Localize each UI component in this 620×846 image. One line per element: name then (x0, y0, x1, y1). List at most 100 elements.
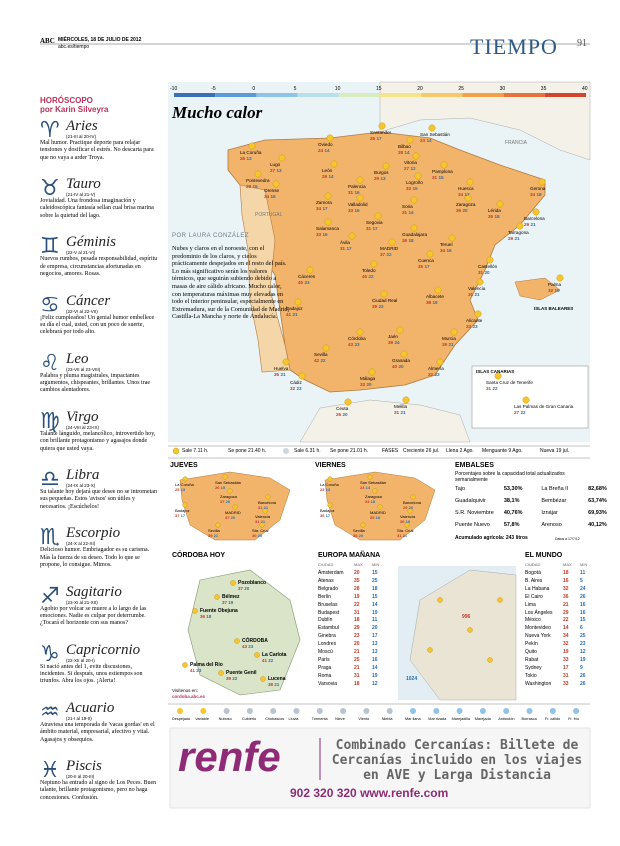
map-france (379, 81, 591, 161)
city-name: Barcelona (258, 500, 277, 505)
min-temp: 21 (213, 533, 219, 538)
max-temp: 40 (362, 274, 368, 279)
min-temp: 17 (376, 136, 382, 141)
table-temp: 15 (372, 570, 378, 576)
table-temp: 31 (563, 672, 569, 679)
sign-name: Géminis (66, 234, 116, 251)
min-temp: 14 (404, 150, 410, 155)
table-temp: 19 (372, 672, 378, 679)
table-temp: 6 (580, 625, 583, 632)
max-temp: 39 (372, 304, 378, 309)
max-temp: 39 (208, 533, 213, 538)
min-temp: 19 (228, 600, 234, 605)
city-name: Gerona (530, 186, 546, 191)
almanac-sunrise: Sale 7.11 h. (182, 448, 209, 454)
weather-icon (227, 488, 233, 494)
min-temp: 23 (304, 280, 310, 285)
min-temp: 23 (434, 372, 440, 377)
legend-icon (246, 708, 253, 714)
table-temp: 29 (354, 625, 360, 632)
table-city: Tokio (525, 672, 537, 679)
min-temp: 16 (322, 232, 328, 237)
legend-icon (293, 708, 300, 714)
scale-tick: 30 (499, 86, 506, 92)
weather-icon (476, 278, 484, 286)
almanac-crescent: Creciente 26 jul. (403, 448, 440, 454)
max-temp: 29 (322, 174, 328, 179)
sign-symbol: ♓ (40, 758, 60, 784)
min-temp: 23 (196, 668, 202, 673)
max-temp: 39 (388, 340, 394, 345)
canarias-box (471, 365, 589, 429)
weather-icon (388, 238, 396, 246)
legend-label: Lluvia (288, 717, 299, 721)
table-head: MAX (563, 562, 572, 567)
min-temp: 21 (260, 519, 266, 524)
table-temp: 11 (372, 617, 378, 624)
city-name: Guadalajara (402, 232, 428, 237)
city-name: Barcelona (403, 500, 422, 505)
map-baleares (514, 277, 561, 301)
sign-dates: (23-XI al 21-XII) (66, 599, 98, 605)
weather-icon (434, 286, 442, 294)
min-temp: 18 (370, 499, 376, 504)
city-name: La Coruña (175, 482, 194, 487)
weather-icon (487, 657, 493, 663)
min-temp: 18 (375, 515, 381, 520)
max-temp: 30 (400, 519, 405, 524)
table-temp: 24 (580, 585, 586, 592)
weather-icon (396, 326, 404, 334)
weather-icon (532, 208, 540, 216)
min-temp: 21 (292, 312, 298, 317)
min-temp: 21 (530, 222, 536, 227)
reservoir-name: Bembézar (541, 498, 567, 504)
table-head: CIUDAD (318, 562, 334, 567)
headline: Mucho calor (172, 103, 263, 122)
city-name: San Sebastián (360, 480, 387, 485)
table-temp: 21 (563, 601, 569, 608)
city-name: Pontevedra (246, 178, 270, 183)
min-temp: 17 (464, 192, 470, 197)
legend-label: Tormenta (311, 717, 328, 721)
weather-icon (402, 396, 410, 404)
section-title: TIEMPO (470, 34, 558, 59)
min-temp: 20 (408, 505, 414, 510)
sign-dates: (21-I al 19-II) (66, 716, 92, 721)
max-temp: 31 (366, 226, 372, 231)
min-temp: 20 (342, 412, 348, 417)
table-temp: 31 (354, 609, 360, 616)
almanac-moonset: Se pone 21.01 h. (330, 448, 369, 454)
sign-symbol: ♒ (40, 700, 60, 725)
pressure-label: 1024 (406, 676, 418, 682)
reservoirs-title: EMBALSES (455, 462, 494, 469)
table-city: Belgrado (318, 585, 339, 592)
table-city: Moscú (318, 649, 333, 655)
weather-icon (467, 627, 473, 633)
table-temp: 18 (563, 570, 569, 576)
table-city: Atenas (318, 577, 334, 584)
legend-label: Viento (358, 717, 370, 721)
city-name: Málaga (360, 376, 376, 381)
sign-text: Neptuno ha entrado al signo de Los Peces… (40, 780, 157, 801)
weather-icon (474, 310, 482, 318)
table-temp: 20 (372, 625, 378, 632)
min-temp: 23 (248, 644, 254, 649)
weather-icon (367, 474, 373, 480)
almanac-waning: Menguante 9 Ago. (482, 448, 523, 454)
sign-symbol: ♑ (40, 641, 60, 667)
min-temp: 20 (244, 586, 250, 591)
table-temp: 35 (354, 577, 360, 584)
max-temp: 34 (530, 192, 536, 197)
table-temp: 23 (354, 633, 360, 640)
table-temp: 13 (372, 649, 378, 655)
reservoir-value: 40,12% (588, 522, 607, 528)
city-name: Córdoba (348, 336, 366, 341)
city-name: Sevilla (353, 528, 365, 533)
min-temp: 22 (320, 358, 326, 363)
city-name: Ávila (340, 240, 350, 245)
city-name: Cádiz (290, 380, 302, 385)
city-name: Tarragona (508, 230, 529, 235)
weather-icon (497, 597, 503, 603)
legend-icon (223, 708, 230, 714)
table-temp: 26 (580, 593, 586, 600)
